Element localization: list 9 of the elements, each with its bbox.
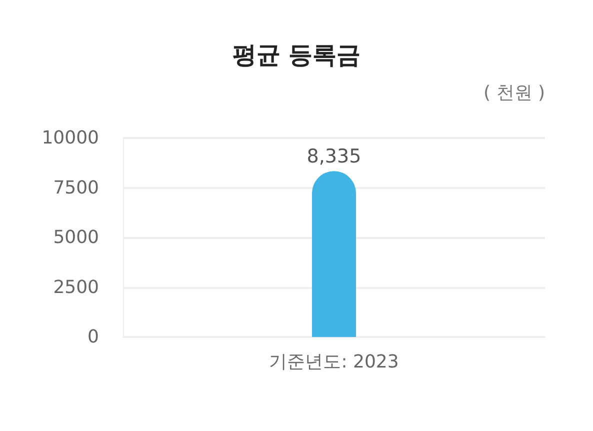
y-tick-label: 5000 xyxy=(53,227,99,248)
text: ( 천원 ) xyxy=(484,82,546,104)
chart-title: 평균 등록금 xyxy=(232,41,361,69)
x-tick-label: 기준년도: 2023 xyxy=(269,352,399,372)
y-tick-label: 7500 xyxy=(53,177,99,198)
data-label: 8,335 xyxy=(306,146,362,168)
y-tick-label: 2500 xyxy=(53,276,99,298)
y-tick-label: 10000 xyxy=(42,128,99,148)
y-tick-label: 0 xyxy=(88,326,99,348)
